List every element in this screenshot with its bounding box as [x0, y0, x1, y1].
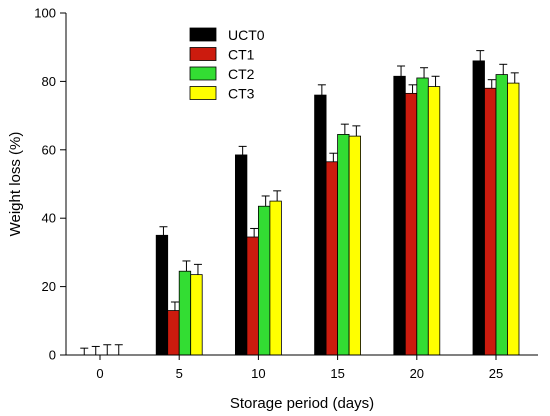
bar-ct3-5: [190, 274, 203, 356]
error-bar-ct2-0: [103, 344, 112, 355]
error-bar-ct1-10: [250, 227, 259, 238]
error-bar-ct1-0: [91, 345, 100, 355]
axes-layer: 0 20 40 60 80 100 0 5 10 15 20 25: [34, 6, 538, 381]
bar-ct1-5: [167, 310, 180, 356]
legend-label-ct1: CT1: [228, 47, 255, 63]
bar-ct1-10: [246, 236, 259, 356]
x-tick-label-20: 20: [410, 366, 424, 381]
error-bar-ct3-25: [510, 72, 519, 84]
y-tick-label-80: 80: [42, 74, 56, 89]
error-bar-ct2-25: [499, 63, 508, 75]
bar-ct1-25: [484, 87, 497, 356]
x-tick-label-5: 5: [176, 366, 183, 381]
legend-item-ct3: CT3: [189, 86, 255, 102]
error-bar-ct2-20: [420, 67, 429, 78]
error-bar-uct0-0: [80, 347, 89, 355]
bar-uct0-10: [234, 154, 248, 356]
bar-ct1-20: [404, 92, 418, 356]
error-bar-ct2-10: [261, 195, 270, 207]
legend-swatch-uct0: [189, 27, 217, 42]
bars-layer: [80, 50, 520, 356]
error-bar-uct0-15: [317, 84, 326, 96]
y-tick-label-0: 0: [49, 348, 56, 363]
bar-ct3-20: [427, 86, 441, 356]
bar-ct2-25: [495, 74, 508, 356]
bar-uct0-20: [393, 75, 406, 356]
x-tick-label-0: 0: [96, 366, 103, 381]
bar-ct3-10: [269, 200, 282, 356]
x-tick-label-25: 25: [489, 366, 503, 381]
bar-ct2-20: [416, 77, 429, 356]
y-tick-label-60: 60: [42, 142, 56, 157]
error-bar-ct1-20: [408, 84, 417, 94]
bar-ct2-10: [257, 205, 271, 356]
error-bar-ct1-15: [329, 152, 338, 162]
error-bar-uct0-10: [238, 145, 247, 155]
error-bar-ct3-20: [431, 75, 440, 87]
error-bar-ct1-5: [170, 301, 179, 311]
x-axis-title: Storage period (days): [230, 395, 374, 412]
bar-uct0-15: [314, 94, 327, 356]
legend-label-ct3: CT3: [228, 86, 255, 102]
x-tick-label-10: 10: [251, 366, 265, 381]
legend-label-ct2: CT2: [228, 66, 255, 82]
error-bar-uct0-5: [159, 226, 168, 236]
error-bar-ct3-5: [193, 263, 202, 275]
legend-label-uct0: UCT0: [228, 27, 265, 43]
legend-item-ct2: CT2: [189, 66, 255, 82]
bar-ct3-25: [507, 82, 520, 356]
error-bar-ct3-15: [352, 125, 361, 137]
legend-swatch-ct3: [189, 86, 217, 100]
y-tick-label-40: 40: [42, 211, 56, 226]
error-bar-ct1-25: [487, 79, 496, 89]
legend-swatch-ct1: [189, 47, 217, 61]
bar-uct0-5: [155, 234, 169, 356]
y-axis-title: Weight loss (%): [7, 132, 24, 237]
legend: UCT0 CT1 CT2 CT3: [189, 27, 265, 102]
bar-uct0-25: [472, 60, 485, 356]
x-tick-label-15: 15: [330, 366, 344, 381]
y-tick-label-100: 100: [34, 6, 56, 21]
bar-ct2-15: [337, 134, 350, 356]
error-bar-ct2-15: [340, 123, 349, 135]
legend-item-ct1: CT1: [189, 47, 255, 63]
bar-ct2-5: [178, 270, 192, 356]
bar-ct3-15: [348, 135, 362, 356]
error-bar-ct3-10: [273, 190, 282, 202]
legend-swatch-ct2: [189, 66, 217, 81]
error-bar-ct3-0: [114, 344, 123, 355]
error-bar-uct0-25: [476, 50, 485, 61]
legend-item-uct0: UCT0: [189, 27, 265, 43]
bar-ct1-15: [325, 161, 339, 356]
error-bar-uct0-20: [397, 65, 406, 77]
y-tick-label-20: 20: [42, 279, 56, 294]
error-bar-ct2-5: [182, 260, 191, 272]
